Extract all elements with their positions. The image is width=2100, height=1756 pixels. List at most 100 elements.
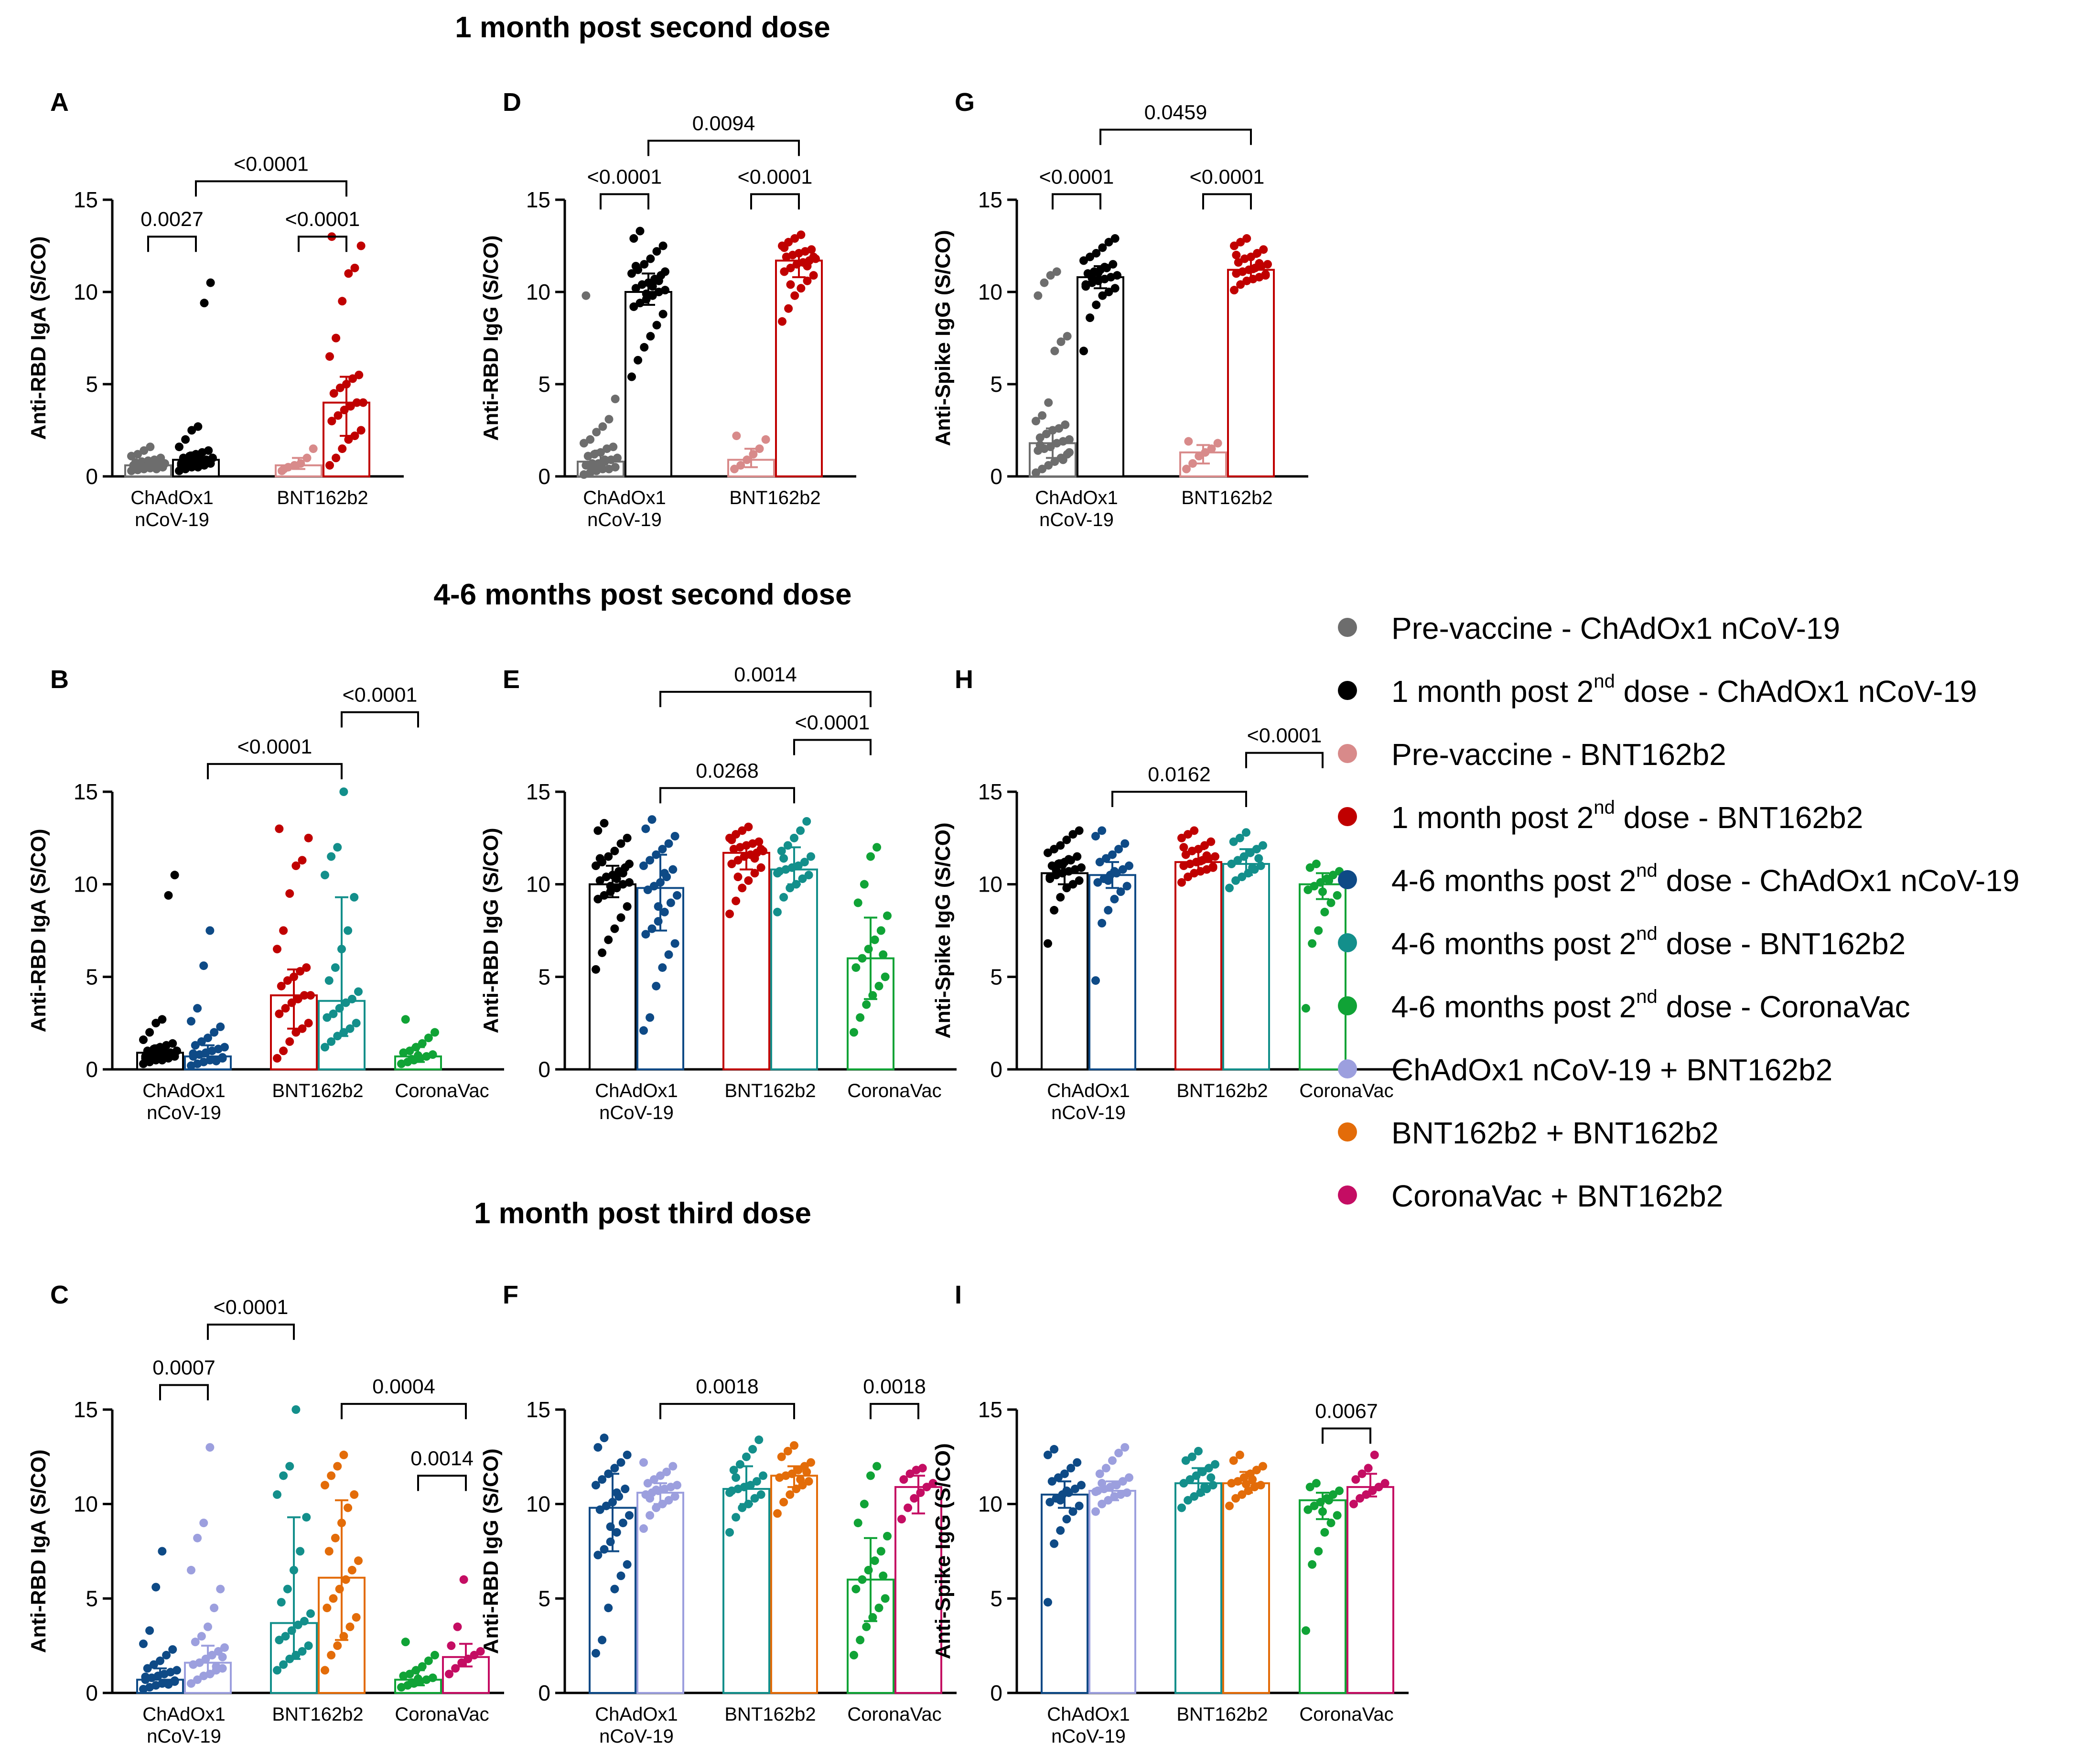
legend-label-text: 4-6 months post 2 (1391, 863, 1636, 898)
panel-g: G 0 5 10 15 Anti-Spike IgG (S/CO) ChAdOx1 nCoV-… (931, 88, 1308, 530)
data-point (646, 332, 655, 341)
data-point (582, 291, 591, 300)
legend-label-text: BNT162b2 + BNT162b2 (1391, 1116, 1719, 1150)
data-point (354, 1556, 363, 1565)
data-point (1098, 291, 1107, 300)
data-point (643, 1479, 652, 1488)
data-point (1184, 437, 1193, 446)
data-point (1182, 464, 1191, 474)
data-point (1233, 1477, 1242, 1486)
panel-letter: H (955, 665, 973, 694)
legend-item: CoronaVac + BNT162b2 (1338, 1179, 1723, 1213)
data-point (733, 856, 743, 865)
data-point (1185, 1475, 1195, 1484)
data-point (1326, 898, 1335, 907)
data-point (1101, 854, 1110, 863)
significance-bracket: 0.0067 (1315, 1400, 1378, 1444)
data-point (604, 415, 614, 424)
data-point (1259, 1462, 1267, 1471)
y-tick-label: 15 (526, 779, 550, 804)
data-point (193, 1004, 202, 1013)
data-point (1061, 420, 1070, 429)
data-point (616, 1571, 625, 1580)
data-point (350, 263, 359, 272)
data-point (1058, 455, 1067, 464)
data-point (673, 891, 681, 900)
p-value-label: <0.0001 (1247, 724, 1322, 747)
data-point (647, 815, 657, 824)
data-point (193, 1533, 202, 1542)
data-point (853, 898, 862, 907)
legend-item: Pre-vaccine - BNT162b2 (1338, 737, 1726, 772)
panel-b: B 0 5 10 15 Anti-RBD IgA (S/CO) ChAdOx1 nCoV-19… (27, 665, 504, 1123)
data-point (151, 1019, 161, 1028)
data-point (670, 1492, 679, 1501)
data-point (629, 234, 638, 243)
data-point (175, 442, 183, 452)
data-point (197, 1037, 206, 1046)
data-point (453, 1622, 462, 1631)
data-point (405, 1046, 414, 1056)
data-point (786, 883, 795, 893)
data-point (872, 843, 882, 852)
data-point (1056, 893, 1065, 902)
data-point (732, 896, 741, 905)
data-point (1088, 274, 1097, 283)
data-point (634, 356, 643, 365)
legend-label: Pre-vaccine - ChAdOx1 nCoV-19 (1391, 611, 1840, 646)
panel-e: E 0 5 10 15 Anti-RBD IgG (S/CO) ChAdOx1 nCoV-19… (479, 663, 957, 1123)
data-point (1234, 258, 1243, 267)
data-point (356, 426, 366, 435)
data-point (1312, 860, 1321, 869)
p-value-label: <0.0001 (795, 711, 870, 734)
data-point (1236, 237, 1245, 247)
y-tick-label: 5 (990, 372, 1002, 397)
data-point (604, 852, 613, 861)
data-point (744, 822, 753, 831)
data-point (743, 455, 752, 464)
series-5 (847, 843, 894, 1070)
y-tick-label: 5 (538, 372, 550, 397)
legend-label-text: dose - ChAdOx1 nCoV-19 (1615, 674, 1977, 709)
data-point (738, 1503, 747, 1512)
data-point (648, 282, 657, 291)
data-point (1065, 435, 1074, 444)
data-point (1063, 332, 1072, 341)
bar (1174, 861, 1222, 1070)
category-label-line: BNT162b2 (724, 1080, 816, 1101)
category-label-line: nCoV-19 (1039, 509, 1114, 530)
data-point (1248, 863, 1257, 872)
data-point (623, 1450, 632, 1459)
data-point (756, 1490, 765, 1499)
data-point (646, 254, 655, 263)
data-point (593, 1443, 603, 1452)
data-point (904, 1503, 913, 1512)
data-point (158, 463, 167, 472)
data-point (291, 1405, 301, 1414)
data-point (876, 1547, 885, 1556)
data-point (350, 893, 359, 902)
data-point (616, 1458, 625, 1467)
data-point (850, 1028, 858, 1037)
bracket-line (341, 1403, 467, 1420)
data-point (761, 435, 770, 444)
data-point (1248, 1475, 1257, 1484)
data-point (627, 372, 636, 381)
series-5 (394, 1637, 442, 1694)
data-point (199, 961, 208, 970)
category-label: CoronaVac (1299, 1704, 1393, 1725)
data-point (210, 1028, 219, 1037)
p-value-label: 0.0007 (152, 1357, 215, 1379)
data-point (304, 833, 313, 842)
data-point (355, 370, 364, 379)
data-point (736, 461, 745, 470)
series-3 (1179, 437, 1227, 478)
data-point (451, 1664, 460, 1673)
category-label-line: ChAdOx1 (130, 487, 213, 508)
series-4 (775, 230, 823, 477)
data-point (612, 1488, 621, 1497)
data-point (625, 878, 634, 887)
p-value-label: <0.0001 (237, 735, 312, 758)
data-point (300, 1616, 309, 1626)
